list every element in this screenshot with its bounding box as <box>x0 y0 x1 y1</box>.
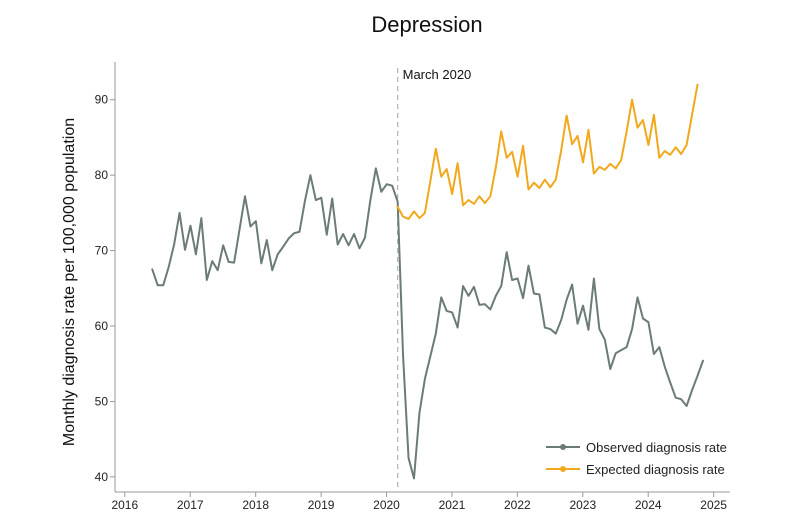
legend-observed-diagnosis-rate-label: Observed diagnosis rate <box>586 440 727 455</box>
y-tick-label: 60 <box>95 319 109 333</box>
chart-title: Depression <box>371 12 482 37</box>
y-tick-label: 80 <box>95 168 109 182</box>
x-tick-label: 2024 <box>635 498 662 512</box>
y-tick-label: 50 <box>95 394 109 408</box>
y-tick-label: 40 <box>95 470 109 484</box>
legend-expected-diagnosis-rate-label: Expected diagnosis rate <box>586 462 725 477</box>
x-tick-label: 2018 <box>242 498 269 512</box>
x-tick-label: 2022 <box>504 498 531 512</box>
x-tick-label: 2016 <box>111 498 138 512</box>
legend: Observed diagnosis rate Expected diagnosi… <box>546 440 727 477</box>
legend-expected-diagnosis-rate-marker <box>560 466 566 472</box>
annotation-layer: March 2020 <box>396 67 472 492</box>
y-tick-label: 90 <box>95 93 109 107</box>
expected-diagnosis-rate-line <box>396 83 699 220</box>
legend-observed-diagnosis-rate-marker <box>560 444 566 450</box>
series-layer <box>151 83 704 480</box>
y-tick-label: 70 <box>95 244 109 258</box>
x-tick-label: 2020 <box>373 498 400 512</box>
x-tick-label: 2019 <box>308 498 335 512</box>
observed-diagnosis-rate-line <box>151 167 704 480</box>
axes: 2016 2017 2018 2019 2020 2021 2022 2023 2024 2025… <box>95 62 730 512</box>
march-2020-label: March 2020 <box>403 67 472 82</box>
x-tick-label: 2017 <box>177 498 204 512</box>
x-tick-label: 2023 <box>569 498 596 512</box>
x-tick-label: 2021 <box>439 498 466 512</box>
y-axis-label: Monthly diagnosis rate per 100,000 popul… <box>61 118 78 446</box>
x-tick-label: 2025 <box>700 498 727 512</box>
